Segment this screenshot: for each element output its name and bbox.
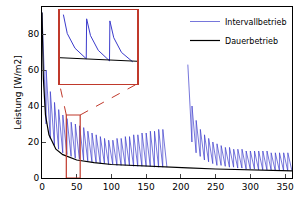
svg-text:250: 250 [207,182,224,192]
svg-text:60: 60 [28,65,40,75]
svg-text:350: 350 [276,182,293,192]
svg-text:300: 300 [242,182,259,192]
svg-text:0: 0 [39,182,45,192]
svg-text:Intervallbetrieb: Intervallbetrieb [225,18,287,27]
svg-text:50: 50 [71,182,83,192]
svg-text:0: 0 [33,173,39,183]
svg-text:200: 200 [172,182,189,192]
svg-text:Leistung [W/m2]: Leistung [W/m2] [13,55,23,130]
svg-text:40: 40 [28,101,40,111]
svg-text:150: 150 [138,182,155,192]
svg-text:20: 20 [28,137,40,147]
svg-text:80: 80 [28,29,40,39]
svg-text:100: 100 [103,182,120,192]
svg-text:Dauerbetrieb: Dauerbetrieb [225,37,278,46]
